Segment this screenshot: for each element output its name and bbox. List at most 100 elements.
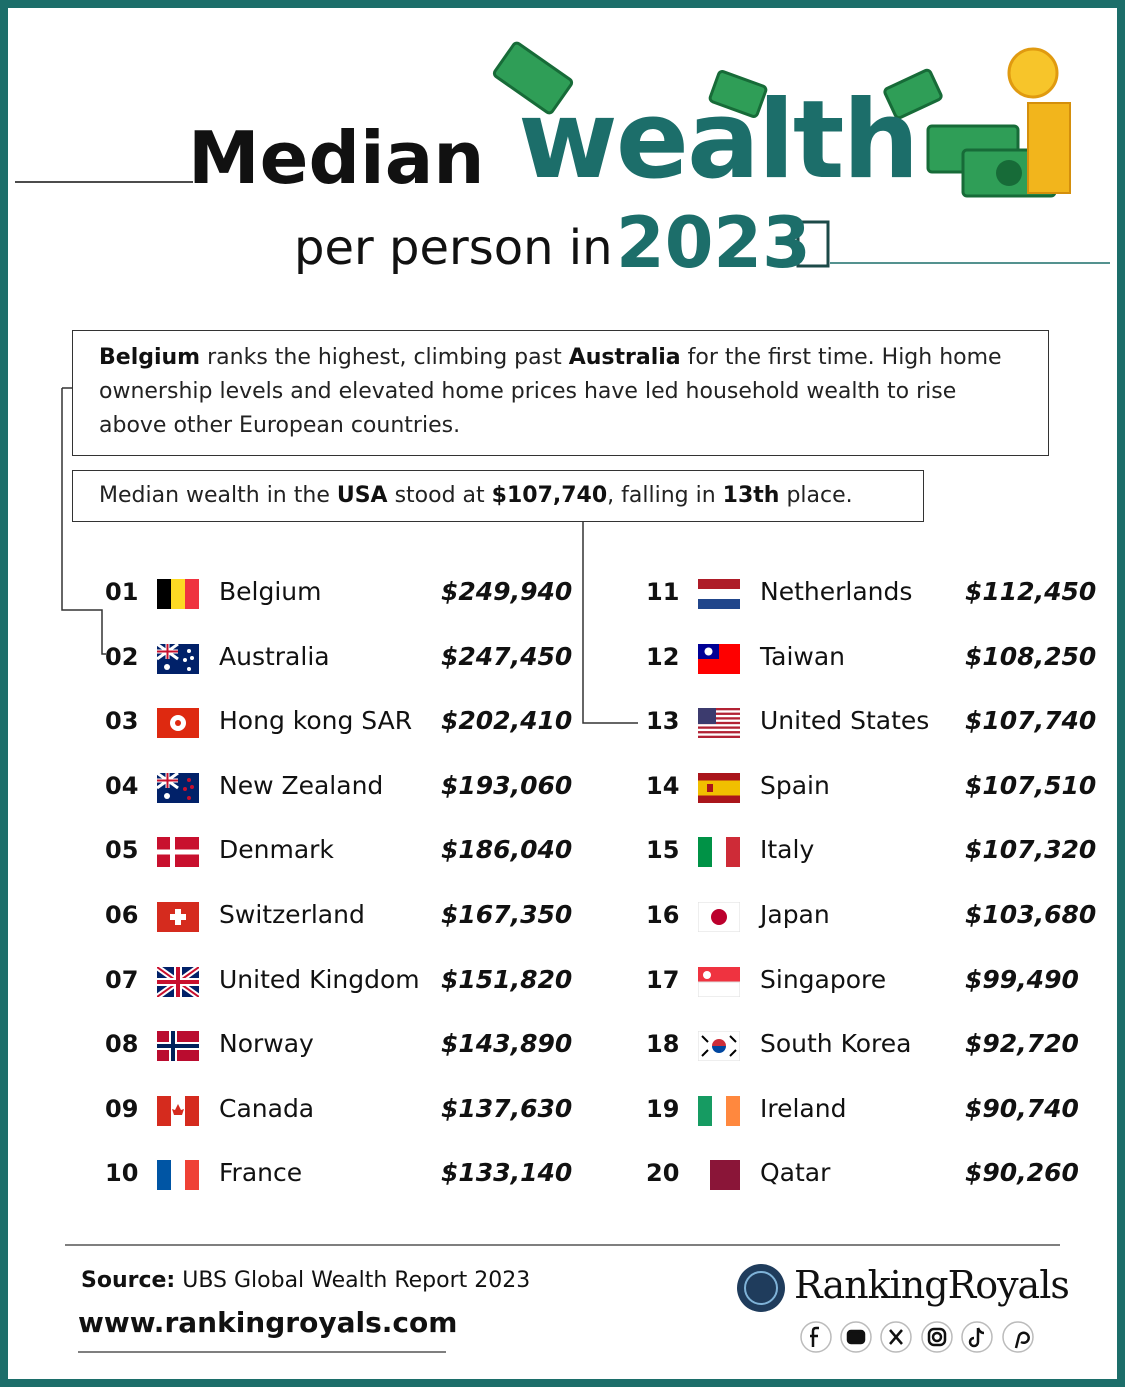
rank: 04 xyxy=(105,771,139,800)
country: Switzerland xyxy=(219,900,365,929)
flag xyxy=(157,966,199,997)
wealth: $202,410 xyxy=(441,706,573,736)
wealth: $90,260 xyxy=(965,1158,1079,1188)
wealth: $107,320 xyxy=(965,835,1097,865)
rank: 13 xyxy=(646,707,680,736)
country: Ireland xyxy=(760,1093,847,1123)
wealth: $133,140 xyxy=(441,1158,573,1188)
rank: 03 xyxy=(105,707,139,736)
rank: 12 xyxy=(646,642,680,671)
title-median: Median xyxy=(188,116,485,200)
flag xyxy=(157,902,199,932)
rank: 16 xyxy=(646,901,680,929)
wealth: $167,350 xyxy=(441,900,573,929)
connector xyxy=(61,388,106,655)
note-text: for the first time. High home ownership … xyxy=(99,345,1009,438)
wealth: $247,450 xyxy=(441,641,573,671)
rank: 20 xyxy=(646,1159,680,1188)
rank: 17 xyxy=(646,965,680,994)
country: Hong kong SAR xyxy=(219,706,413,736)
wealth: $151,820 xyxy=(441,964,573,994)
brand: RankingRoyals xyxy=(794,1263,1070,1307)
note-box: Median wealth in the USA stood at $107,7… xyxy=(72,470,924,522)
rank: 15 xyxy=(646,836,680,865)
rank: 05 xyxy=(105,836,139,865)
flag xyxy=(698,1095,740,1126)
flag xyxy=(698,966,740,997)
rank: 09 xyxy=(105,1094,139,1123)
flag xyxy=(698,1160,740,1191)
wealth: $143,890 xyxy=(441,1029,573,1059)
glyph-box xyxy=(796,220,830,268)
flag xyxy=(698,708,740,739)
rank: 18 xyxy=(646,1030,680,1059)
note-box: Belgium ranks the highest, climbing past… xyxy=(72,330,1049,456)
country: Netherlands xyxy=(760,577,913,606)
rank: 08 xyxy=(105,1030,139,1059)
wealth: $103,680 xyxy=(965,900,1097,929)
country: Italy xyxy=(760,835,815,865)
wealth: $112,450 xyxy=(965,577,1097,606)
wealth: $99,490 xyxy=(965,964,1079,994)
rank: 11 xyxy=(646,578,680,606)
flag xyxy=(698,1031,740,1062)
note-text: Median wealth in the xyxy=(99,483,337,508)
country: Taiwan xyxy=(760,641,846,671)
flag xyxy=(157,643,199,674)
rank: 02 xyxy=(105,642,139,671)
rank: 07 xyxy=(105,965,139,994)
social-glyphs xyxy=(810,1326,1030,1349)
source-text: UBS Global Wealth Report 2023 xyxy=(175,1268,531,1293)
source: Source: UBS Global Wealth Report 2023 xyxy=(81,1268,530,1293)
country: United Kingdom xyxy=(219,964,420,994)
country: New Zealand xyxy=(219,770,384,800)
flag xyxy=(698,579,740,609)
wealth: $107,740 xyxy=(965,706,1097,736)
subtitle: per person in xyxy=(294,220,613,276)
flag xyxy=(698,902,740,932)
flag xyxy=(157,579,199,609)
flag xyxy=(157,1160,199,1191)
country: Qatar xyxy=(760,1158,831,1188)
rank: 10 xyxy=(105,1159,139,1188)
wealth: $186,040 xyxy=(441,835,573,865)
wealth: $107,510 xyxy=(965,770,1097,800)
flag xyxy=(157,1031,199,1062)
rank: 06 xyxy=(105,901,139,929)
year: 2023 xyxy=(616,202,811,284)
decoration xyxy=(15,41,1110,1353)
money-icon xyxy=(492,41,1071,198)
flag xyxy=(157,1095,199,1126)
note-text: Belgium xyxy=(99,345,201,370)
flag xyxy=(157,708,199,739)
flag xyxy=(698,837,740,868)
rank: 14 xyxy=(646,771,680,800)
wealth: $108,250 xyxy=(965,641,1097,671)
country: Belgium xyxy=(219,577,322,606)
country: Singapore xyxy=(760,964,887,994)
wealth: $90,740 xyxy=(965,1093,1079,1123)
wealth: $193,060 xyxy=(441,770,573,800)
rank: 01 xyxy=(105,578,139,606)
note-text: ranks the highest, climbing past xyxy=(200,345,569,370)
rank: 19 xyxy=(646,1094,680,1123)
title-wealth: wealth xyxy=(518,78,919,203)
country: Australia xyxy=(219,641,330,671)
country: Japan xyxy=(760,900,830,929)
note-text: Australia xyxy=(568,345,681,370)
note-text: place. xyxy=(779,483,853,508)
social-icons xyxy=(800,1321,1034,1353)
wealth: $92,720 xyxy=(965,1029,1079,1059)
connector xyxy=(582,521,638,724)
note-text: 13th xyxy=(722,483,780,508)
website: www.rankingroyals.com xyxy=(78,1306,458,1339)
country: Spain xyxy=(760,770,830,800)
source-label: Source: xyxy=(81,1268,176,1293)
note-text: $107,740 xyxy=(491,483,608,508)
note-text: , falling in xyxy=(607,483,723,508)
country: United States xyxy=(760,706,930,736)
flag xyxy=(157,837,199,868)
country: Norway xyxy=(219,1029,314,1059)
flag xyxy=(698,643,740,674)
